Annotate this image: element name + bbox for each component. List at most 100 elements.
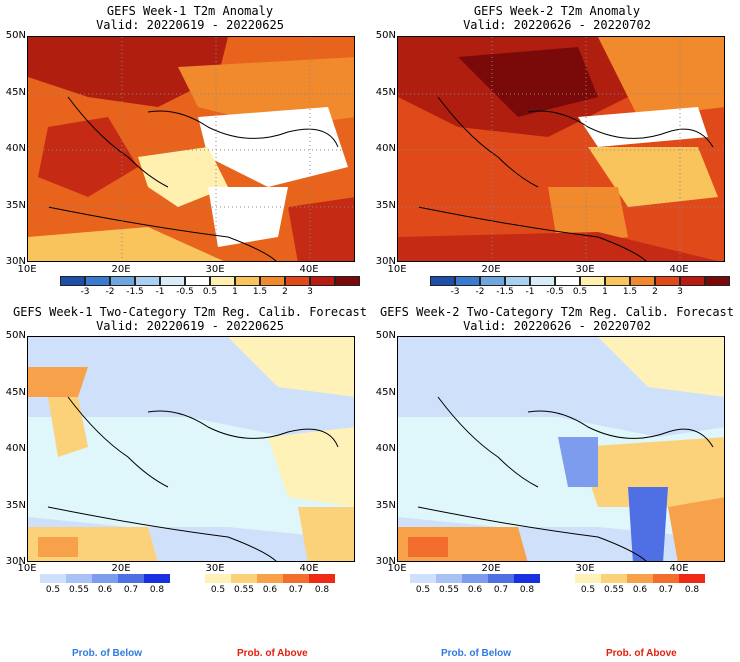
lon-label: 30E [575, 563, 595, 574]
colorbar-tick-label: -1 [525, 287, 535, 297]
colorbar-tick-label: 0.5 [580, 585, 596, 595]
colorbar-tick-label: -3 [450, 287, 460, 297]
colorbar-cell [92, 574, 118, 583]
colorbar-cell [60, 276, 85, 286]
colorbar-tick-label: -3 [80, 287, 90, 297]
prob-above-label: Prob. of Above [606, 648, 677, 659]
colorbar-tick-label: -0.5 [546, 287, 564, 297]
lat-label: 30N [375, 256, 396, 267]
colorbar-cell [505, 276, 530, 286]
colorbar-tick-label: 3 [307, 287, 313, 297]
lon-label: 10E [387, 563, 407, 574]
colorbar-tick-label: 0.55 [603, 585, 625, 595]
colorbar-tick-label: 0.7 [123, 585, 139, 595]
prob-below-label: Prob. of Below [72, 648, 142, 659]
colorbar-tick-label: 0.8 [519, 585, 535, 595]
lat-label: 40N [5, 443, 26, 454]
colorbar-tick-label: 0.8 [149, 585, 165, 595]
colorbar-tick-label: 0.8 [314, 585, 330, 595]
lat-label: 45N [375, 87, 396, 98]
anomaly-map-week1 [27, 36, 355, 262]
colorbar-tick-label: -2 [475, 287, 485, 297]
prob-map-week2 [397, 336, 725, 562]
prob-below-colorbar: 0.5 0.55 0.6 0.7 0.8 [410, 574, 540, 595]
colorbar-cell [655, 276, 680, 286]
colorbar-cell [488, 574, 514, 583]
lon-label: 30E [205, 264, 225, 275]
colorbar-tick-label: 1 [602, 287, 608, 297]
colorbar-cell [462, 574, 488, 583]
colorbar-cell [40, 574, 66, 583]
prob-below-colorbar: 0.5 0.55 0.6 0.7 0.8 [40, 574, 170, 595]
colorbar-cell [310, 276, 335, 286]
colorbar-cell [514, 574, 540, 583]
colorbar-tick-label: 0.5 [45, 585, 61, 595]
colorbar-cell [85, 276, 110, 286]
lat-label: 50N [5, 330, 26, 341]
lon-label: 40E [299, 563, 319, 574]
lon-label: 10E [387, 264, 407, 275]
panel-title: GEFS Week-1 T2m Anomaly [106, 4, 274, 18]
colorbar-cell [210, 276, 235, 286]
colorbar-tick-label: 0.55 [438, 585, 460, 595]
colorbar-cell [480, 276, 505, 286]
colorbar-tick-label: 3 [677, 287, 683, 297]
colorbar-tick-label: 0.5 [572, 287, 588, 297]
colorbar-cell [436, 574, 462, 583]
anomaly-colorbar: -3 -2 -1.5 -1 -0.5 0.5 1 1.5 2 3 [430, 276, 730, 297]
colorbar-tick-label: 0.8 [684, 585, 700, 595]
colorbar-cell [653, 574, 679, 583]
colorbar-cell [601, 574, 627, 583]
colorbar-cell [235, 276, 260, 286]
colorbar-cell [231, 574, 257, 583]
anomaly-colorbar: -3 -2 -1.5 -1 -0.5 0.5 1 1.5 2 3 [60, 276, 360, 297]
lat-label: 45N [375, 387, 396, 398]
lat-label: 35N [5, 500, 26, 511]
colorbar-tick-label: 0.7 [658, 585, 674, 595]
lon-label: 40E [299, 264, 319, 275]
anomaly-map-week2 [397, 36, 725, 262]
colorbar-tick-label: 0.55 [68, 585, 90, 595]
colorbar-tick-label: 2 [652, 287, 658, 297]
colorbar-cell [205, 574, 231, 583]
colorbar-tick-label: -2 [105, 287, 115, 297]
colorbar-tick-label: 0.6 [632, 585, 648, 595]
colorbar-tick-label: 1.5 [622, 287, 638, 297]
colorbar-tick-label: 1 [232, 287, 238, 297]
colorbar-cell [160, 276, 185, 286]
colorbar-cell [680, 276, 705, 286]
prob-above-colorbar: 0.5 0.55 0.6 0.7 0.8 [205, 574, 335, 595]
colorbar-cell [135, 276, 160, 286]
colorbar-cell [118, 574, 144, 583]
colorbar-cell [679, 574, 705, 583]
lat-label: 35N [5, 200, 26, 211]
colorbar-cell [283, 574, 309, 583]
colorbar-tick-label: 2 [282, 287, 288, 297]
prob-below-label: Prob. of Below [441, 648, 511, 659]
prob-above-label: Prob. of Above [237, 648, 308, 659]
colorbar-tick-label: 0.7 [493, 585, 509, 595]
colorbar-cell [410, 574, 436, 583]
panel-title: GEFS Week-2 Two-Category T2m Reg. Calib.… [379, 305, 734, 319]
panel-valid: Valid: 20220619 - 20220625 [96, 18, 284, 32]
lat-label: 45N [5, 387, 26, 398]
lat-label: 30N [5, 256, 26, 267]
colorbar-tick-label: 1.5 [252, 287, 268, 297]
colorbar-tick-label: 0.6 [262, 585, 278, 595]
lon-label: 10E [17, 264, 37, 275]
colorbar-cell [430, 276, 455, 286]
colorbar-cell [555, 276, 580, 286]
colorbar-tick-label: 0.6 [97, 585, 113, 595]
colorbar-cell [257, 574, 283, 583]
lat-label: 30N [5, 556, 26, 567]
colorbar-cell [575, 574, 601, 583]
lat-label: 50N [375, 330, 396, 341]
colorbar-cell [605, 276, 630, 286]
lon-label: 40E [669, 264, 689, 275]
colorbar-cell [630, 276, 655, 286]
lon-label: 20E [111, 563, 131, 574]
colorbar-cell [260, 276, 285, 286]
panel-valid: Valid: 20220626 - 20220702 [463, 319, 651, 333]
colorbar-tick-label: 0.6 [467, 585, 483, 595]
lat-label: 40N [375, 443, 396, 454]
